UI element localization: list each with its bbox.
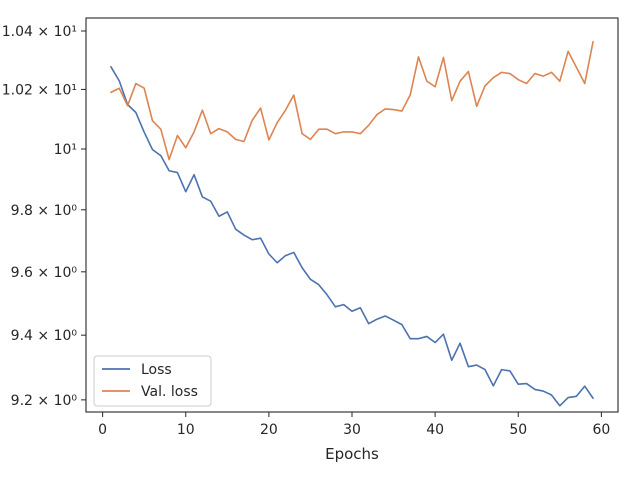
y-tick-label: 1.02 × 10¹ bbox=[2, 82, 77, 98]
series-line-val-loss bbox=[110, 40, 594, 161]
legend-label: Val. loss bbox=[141, 384, 198, 400]
x-tick-label: 30 bbox=[343, 422, 361, 438]
series-layer bbox=[110, 40, 594, 407]
legend: Loss Val. loss bbox=[93, 355, 212, 407]
y-tick-label: 9.8 × 10⁰ bbox=[11, 203, 78, 219]
x-tick-label: 60 bbox=[592, 422, 610, 438]
x-tick-label: 10 bbox=[177, 422, 195, 438]
y-tick-label: 9.4 × 10⁰ bbox=[11, 328, 78, 344]
y-tick-label: 9.6 × 10⁰ bbox=[11, 265, 78, 281]
legend-label: Loss bbox=[141, 362, 172, 378]
series-line-loss bbox=[110, 65, 594, 407]
x-tick-label: 20 bbox=[260, 422, 278, 438]
x-tick-label: 0 bbox=[98, 422, 107, 438]
plot-frame bbox=[85, 17, 619, 413]
x-axis-ticks: 0 10 20 30 40 50 60 bbox=[98, 412, 610, 438]
x-tick-label: 40 bbox=[426, 422, 444, 438]
x-tick-label: 50 bbox=[509, 422, 527, 438]
y-tick-label: 1.04 × 10¹ bbox=[2, 24, 77, 40]
x-axis-label: Epochs bbox=[325, 445, 379, 463]
y-tick-label: 9.2 × 10⁰ bbox=[11, 393, 78, 409]
y-tick-label: 10¹ bbox=[54, 142, 77, 158]
y-axis-ticks: 9.2 × 10⁰ 9.4 × 10⁰ 9.6 × 10⁰ 9.8 × 10⁰ 10¹ 1… bbox=[2, 24, 86, 409]
